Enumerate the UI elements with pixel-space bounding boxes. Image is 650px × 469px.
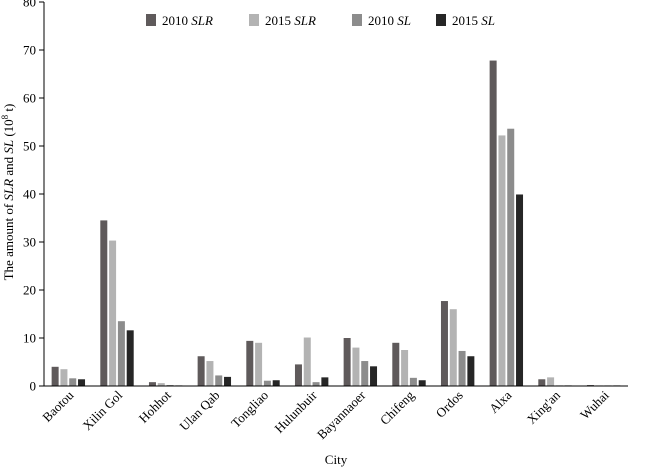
bar (489, 60, 497, 387)
legend-label: 2015 SLR (265, 13, 316, 28)
x-tick-label: Hulunbuir (271, 387, 320, 436)
bar (197, 356, 205, 386)
bar (255, 342, 263, 386)
legend-swatch (436, 14, 446, 26)
x-tick-label: Xilin Gol (80, 387, 126, 433)
bar (507, 128, 515, 386)
bar (294, 364, 302, 386)
bar (538, 379, 546, 386)
bar (547, 377, 555, 386)
y-tick-label: 60 (23, 91, 36, 106)
bar (69, 378, 77, 386)
legend-label: 2015 SL (452, 13, 495, 28)
legend-swatch (352, 14, 362, 26)
bar (246, 340, 254, 386)
bar (157, 383, 165, 386)
x-axis-title: City (325, 452, 348, 467)
bar (224, 376, 232, 386)
bar (100, 220, 108, 386)
x-tick-label: Xing'an (524, 387, 564, 427)
bar (392, 342, 400, 386)
legend-label: 2010 SL (368, 13, 411, 28)
x-tick-label: Bayannaoer (314, 387, 369, 442)
bar (303, 337, 311, 386)
y-ticks-group: 0 10 20 30 40 50 60 70 80 (23, 0, 44, 394)
bars-group (51, 60, 621, 387)
bar (409, 377, 417, 386)
bar (60, 369, 68, 386)
bar (343, 338, 351, 386)
bar (401, 350, 409, 386)
bar (51, 366, 59, 386)
y-tick-label: 70 (23, 43, 36, 58)
x-tick-label: Baotou (39, 387, 77, 425)
x-tick-labels-group: Baotou Xilin Gol Hohhot Ulan Qab Tongliao Hul… (39, 387, 612, 442)
y-axis-title: The amount of SLR and SL (108 t) (0, 104, 16, 281)
bar (458, 350, 466, 386)
x-tick-label: Wuhai (577, 387, 612, 422)
bar (78, 379, 86, 386)
y-tick-label: 30 (23, 235, 36, 250)
legend-swatch (146, 14, 156, 26)
axes-group (43, 2, 628, 387)
y-tick-label: 50 (23, 139, 36, 154)
y-tick-label: 20 (23, 283, 36, 298)
bar (206, 361, 214, 386)
legend: 2010 SLR 2015 SLR 2010 SL 2015 SL (146, 13, 495, 28)
bar (272, 380, 280, 386)
legend-label: 2010 SLR (162, 13, 213, 28)
bar (126, 330, 134, 386)
bar (312, 382, 320, 386)
y-tick-label: 80 (23, 0, 36, 10)
bar (117, 321, 125, 386)
y-tick-label: 40 (23, 187, 36, 202)
bar (516, 194, 524, 386)
x-tick-label: Ordos (433, 388, 466, 421)
bar (418, 380, 426, 386)
bar (361, 361, 369, 386)
y-tick-label: 10 (23, 331, 36, 346)
bar (215, 375, 223, 386)
bar (440, 301, 448, 386)
bar (263, 380, 271, 386)
bar (321, 377, 329, 386)
bar (498, 135, 506, 386)
y-tick-label: 0 (30, 379, 37, 394)
bar (467, 356, 475, 386)
x-tick-label: Tongliao (228, 388, 271, 431)
bar (370, 366, 378, 386)
x-tick-label: Ulan Qab (176, 388, 222, 434)
bar (449, 309, 457, 386)
bar (148, 382, 156, 386)
bar (352, 347, 360, 386)
x-tick-label: Hohhot (136, 387, 174, 425)
x-tick-label: Alxa (486, 387, 515, 416)
x-tick-label: Chifeng (377, 387, 418, 428)
bar (109, 240, 117, 386)
legend-swatch (249, 14, 259, 26)
